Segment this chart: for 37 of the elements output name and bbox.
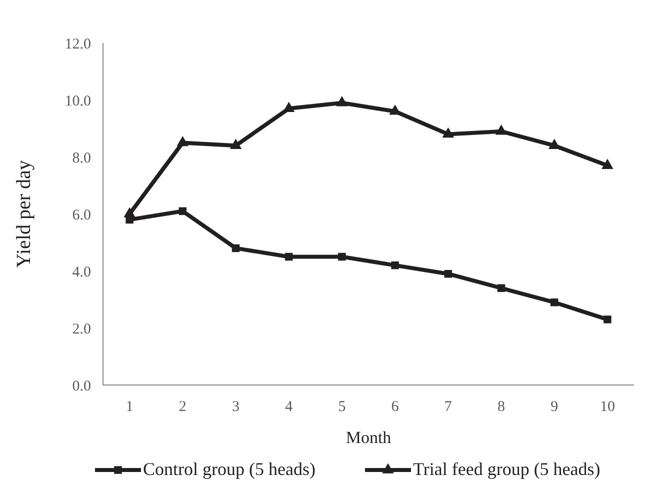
point xyxy=(176,136,189,146)
point xyxy=(178,207,187,216)
point xyxy=(444,270,452,278)
y-tick-label: 6.0 xyxy=(72,207,91,224)
legend-label: Trial feed group (5 heads) xyxy=(413,459,600,479)
y-tick-label: 8.0 xyxy=(72,150,91,166)
point xyxy=(232,244,240,252)
x-tick-label: 3 xyxy=(232,399,240,415)
y-tick-label: 4.0 xyxy=(72,264,91,280)
x-tick-label: 10 xyxy=(600,399,615,415)
point xyxy=(124,207,136,218)
x-tick-label: 2 xyxy=(178,399,186,415)
x-tick-label: 1 xyxy=(126,399,134,415)
x-tick-label: 5 xyxy=(338,399,346,415)
y-tick-label: 12.0 xyxy=(64,36,91,52)
point xyxy=(602,158,614,169)
y-axis-title: Yield per day xyxy=(13,160,35,268)
x-tick-label: 7 xyxy=(444,399,452,415)
y-tick-label: 0.0 xyxy=(72,378,91,394)
y-tick-label: 10.0 xyxy=(64,93,91,110)
x-tick-label: 6 xyxy=(391,399,400,415)
x-axis-title: Month xyxy=(346,428,392,447)
point xyxy=(230,138,242,149)
y-tick-label: 2.0 xyxy=(72,321,91,338)
point xyxy=(604,316,612,324)
point xyxy=(550,298,558,306)
point xyxy=(495,124,508,135)
point xyxy=(284,252,293,261)
point xyxy=(338,252,346,261)
x-tick-label: 9 xyxy=(550,399,558,415)
point xyxy=(391,261,399,270)
point xyxy=(442,127,454,138)
legend-label: Control group (5 heads) xyxy=(143,459,316,479)
point xyxy=(497,284,506,292)
point xyxy=(336,96,348,106)
x-tick-label: 4 xyxy=(285,399,294,415)
x-tick-label: 8 xyxy=(498,399,505,415)
